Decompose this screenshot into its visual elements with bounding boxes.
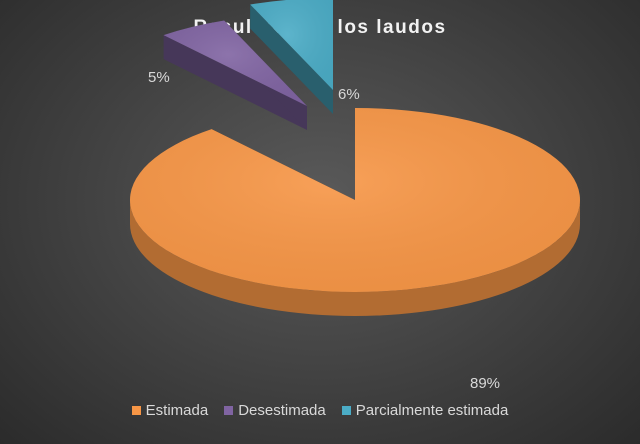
- legend-item-estimada: Estimada: [131, 402, 209, 419]
- legend-swatch-estimada: [131, 406, 141, 415]
- legend: Estimada Desestimada Parcialmente estima…: [0, 402, 640, 419]
- legend-swatch-parcialmente-estimada: [341, 406, 351, 415]
- legend-item-parcialmente-estimada: Parcialmente estimada: [341, 402, 509, 419]
- data-label-estimada: 89%: [470, 375, 500, 392]
- legend-swatch-desestimada: [224, 406, 234, 415]
- pie-slice-estimada: [129, 108, 580, 316]
- pie-slice-parcialmente-estimada: [250, 0, 333, 114]
- legend-item-desestimada: Desestimada: [224, 402, 326, 419]
- data-label-parcialmente-estimada: 6%: [338, 86, 360, 103]
- pie-slice-desestimada: [163, 20, 307, 131]
- legend-label-estimada: Estimada: [145, 402, 209, 419]
- legend-label-desestimada: Desestimada: [238, 402, 326, 419]
- legend-label-parcialmente-estimada: Parcialmente estimada: [355, 402, 509, 419]
- data-label-desestimada: 5%: [148, 69, 170, 86]
